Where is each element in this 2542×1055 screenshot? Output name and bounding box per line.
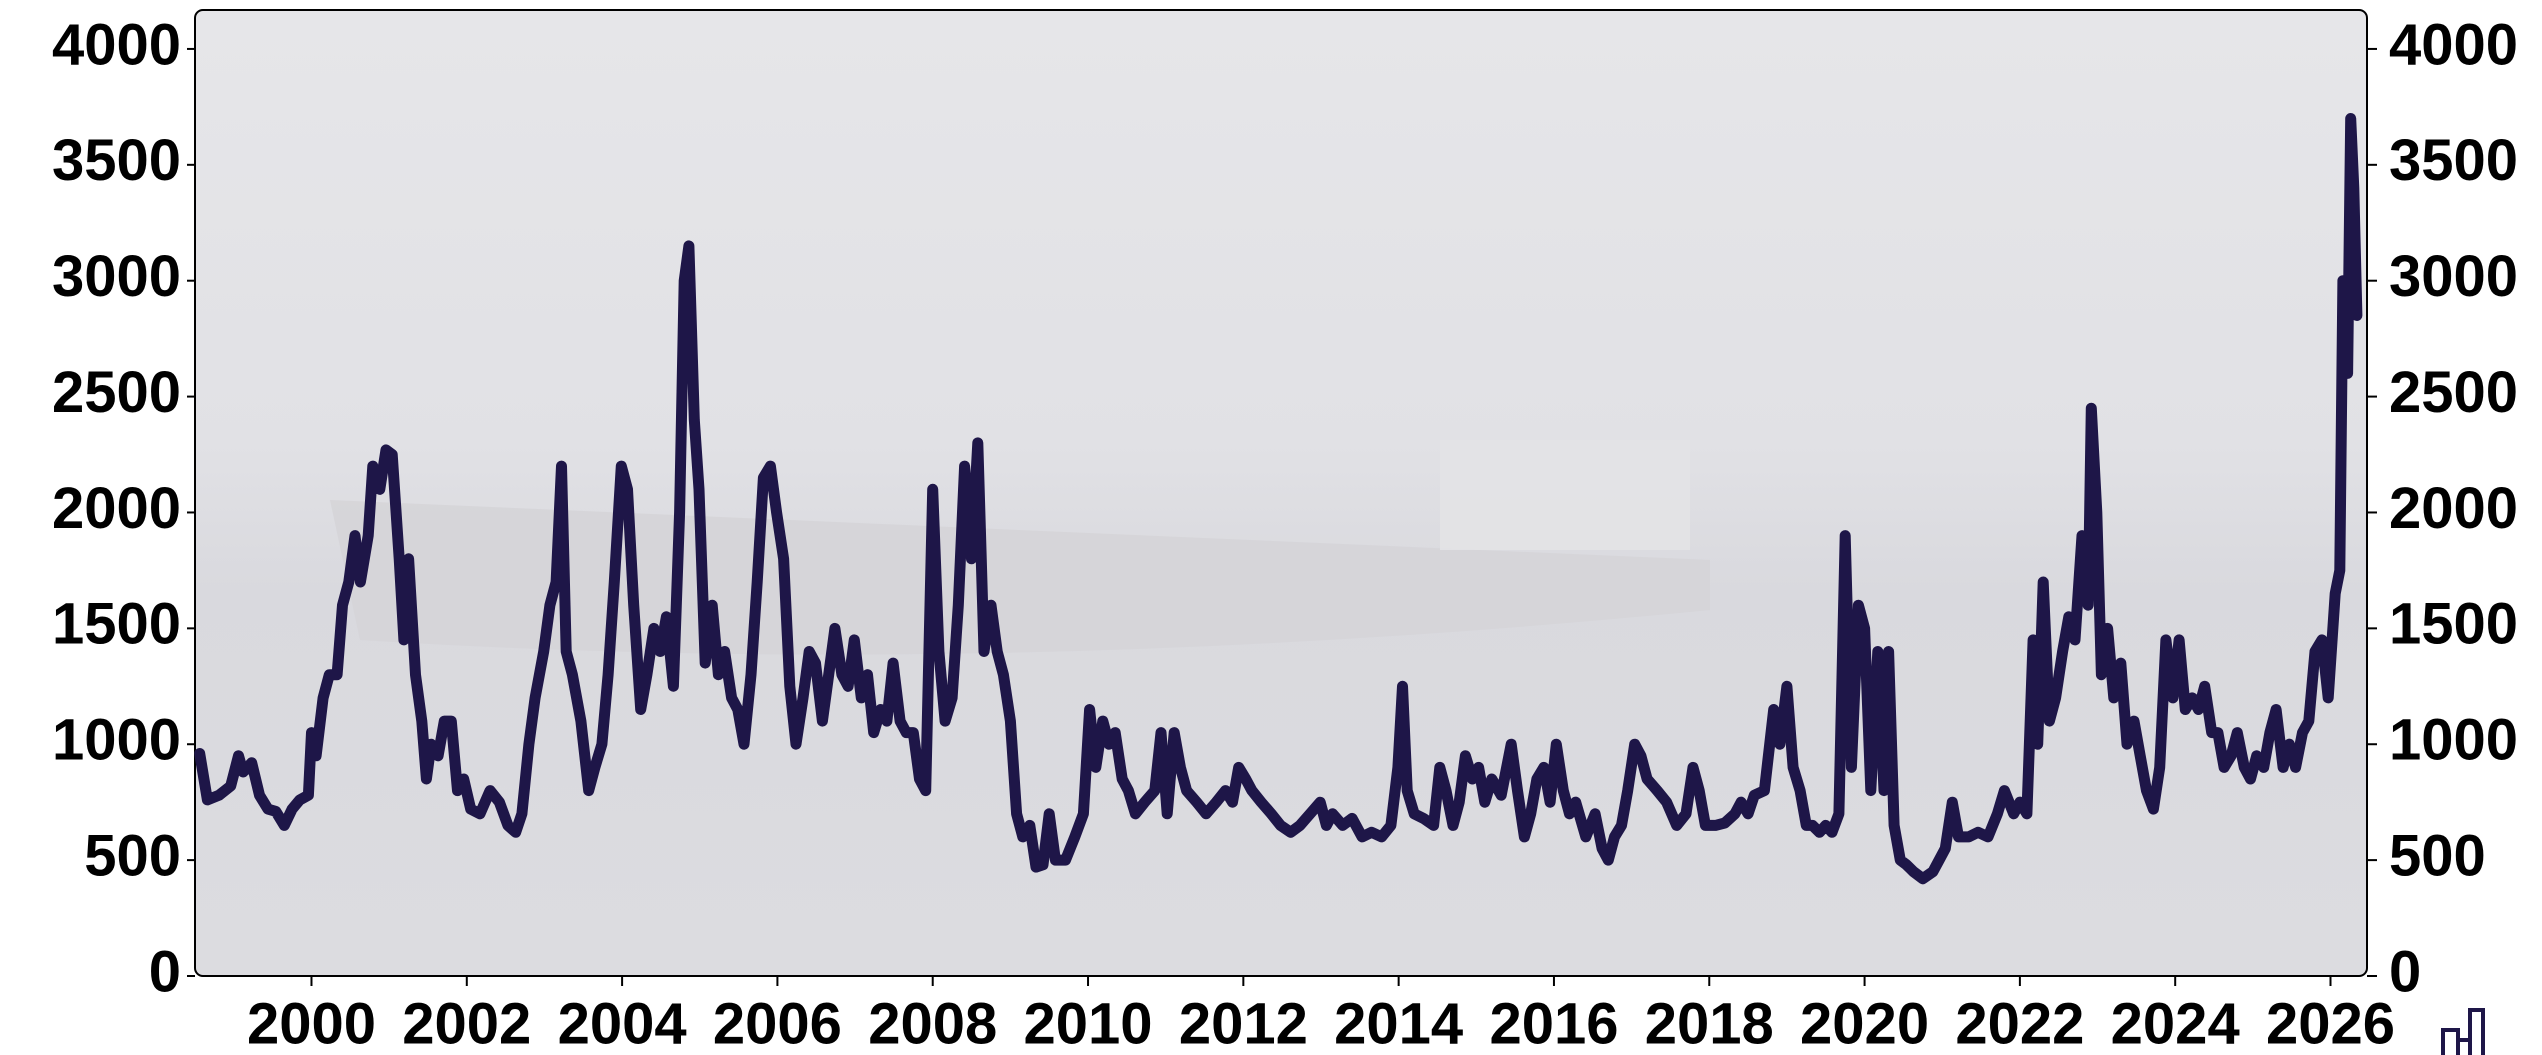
chart-icon [2441, 1008, 2485, 1055]
y2-tick-label: 500 [2389, 823, 2486, 888]
x-tick-label: 2024 [2111, 991, 2240, 1055]
y-tick-label: 2500 [52, 360, 181, 425]
x-tick-label: 2008 [868, 991, 997, 1055]
y2-tick-label: 2500 [2389, 360, 2518, 425]
x-tick-label: 2006 [713, 991, 842, 1055]
y-tick-label: 3500 [52, 128, 181, 193]
x-tick-label: 2022 [1955, 991, 2084, 1055]
x-tick-label: 2020 [1800, 991, 1929, 1055]
x-tick-label: 2016 [1489, 991, 1618, 1055]
y-tick-label: 0 [149, 939, 181, 1004]
x-tick-label: 2002 [402, 991, 531, 1055]
x-tick-label: 2026 [2266, 991, 2395, 1055]
y-tick-label: 2000 [52, 476, 181, 541]
y2-tick-label: 4000 [2389, 12, 2518, 77]
x-tick-label: 2004 [558, 991, 687, 1055]
y-tick-label: 1500 [52, 592, 181, 657]
y2-tick-label: 1000 [2389, 708, 2518, 773]
y2-tick-label: 3500 [2389, 128, 2518, 193]
background-ship-bridge [1440, 440, 1690, 550]
y2-tick-label: 0 [2389, 939, 2421, 1004]
line-series [194, 113, 2363, 885]
x-tick-label: 2012 [1179, 991, 1308, 1055]
x-tick-label: 2014 [1334, 991, 1463, 1055]
y-tick-label: 1000 [52, 708, 181, 773]
y-tick-label: 4000 [52, 12, 181, 77]
y2-tick-label: 1500 [2389, 592, 2518, 657]
y2-tick-label: 2000 [2389, 476, 2518, 541]
x-tick-label: 2018 [1645, 991, 1774, 1055]
x-tick-label: 2010 [1024, 991, 1153, 1055]
y-tick-label: 500 [84, 823, 181, 888]
x-tick-label: 2000 [247, 991, 376, 1055]
y-tick-label: 3000 [52, 244, 181, 309]
y2-tick-label: 3000 [2389, 244, 2518, 309]
